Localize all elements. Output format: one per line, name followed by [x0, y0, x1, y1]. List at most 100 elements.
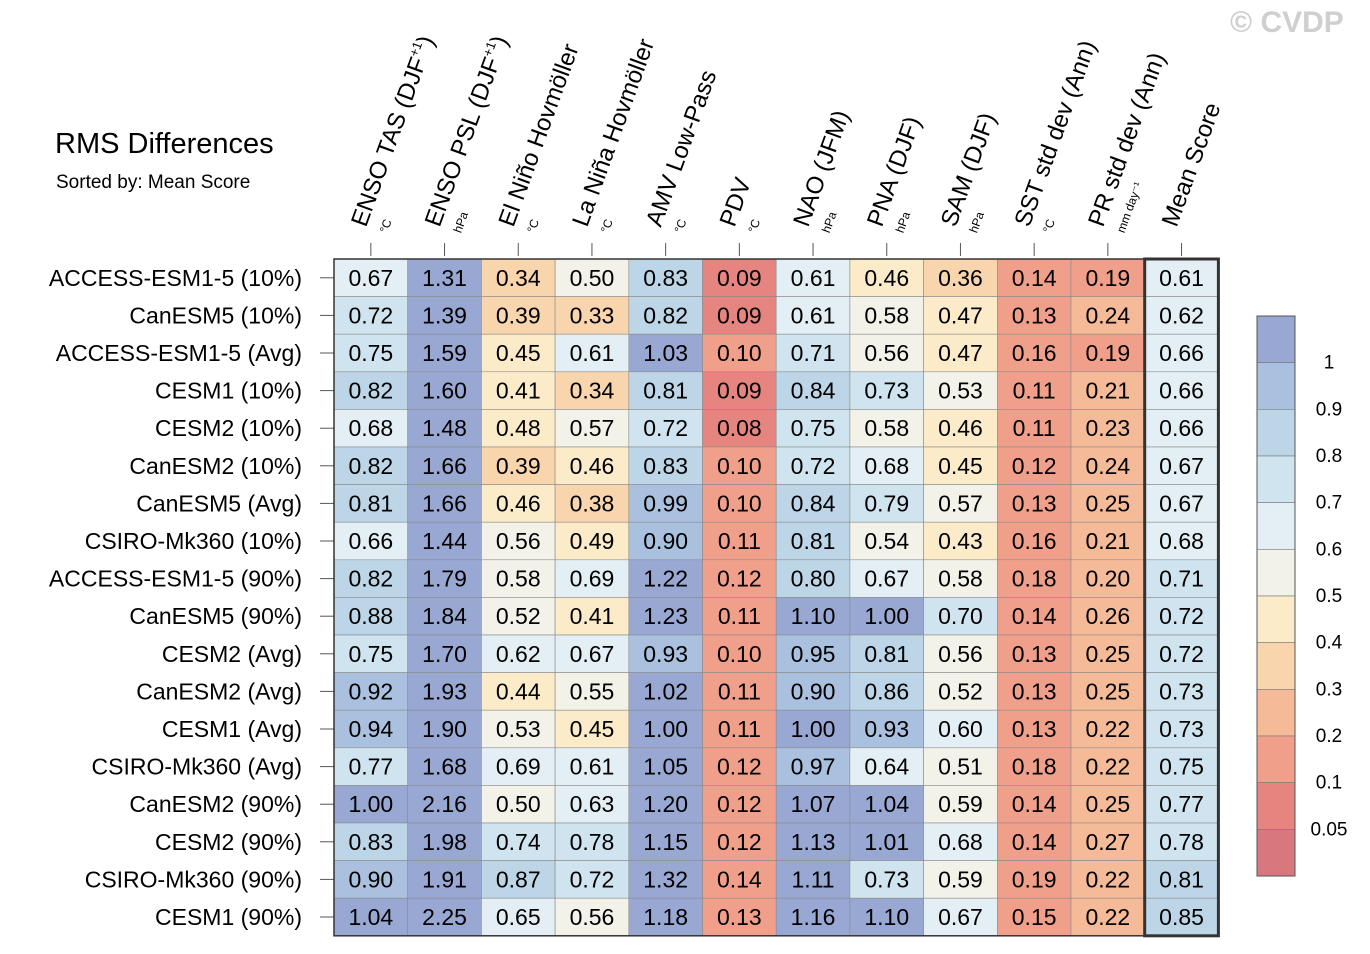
row-label: CESM2 (Avg) — [162, 641, 302, 667]
heatmap-cell — [996, 709, 1072, 749]
cell-value: 0.90 — [348, 866, 393, 892]
heatmap-cell — [481, 597, 556, 636]
cell-value: 0.52 — [938, 678, 983, 704]
heatmap-cell — [702, 258, 777, 297]
heatmap-cell — [1144, 296, 1219, 335]
cell-value: 0.73 — [1159, 678, 1204, 704]
cell-value: 1.70 — [422, 641, 467, 667]
row-labels: ACCESS-ESM1-5 (10%) CanESM5 (10%) ACCESS-E… — [49, 265, 334, 930]
column-label: PNA (DJF) — [862, 113, 927, 230]
colorbar-swatch — [1256, 829, 1296, 877]
cell-value: 0.72 — [1159, 641, 1204, 667]
cell-value: 2.25 — [422, 904, 467, 930]
cell-value: 1.66 — [422, 490, 467, 516]
cell-value: 0.14 — [717, 866, 762, 892]
row-label: CESM2 (90%) — [155, 829, 302, 855]
heatmap-cell — [628, 521, 703, 561]
cell-value: 0.70 — [938, 603, 983, 629]
cell-value: 0.92 — [348, 678, 393, 704]
heatmap-cell — [554, 672, 630, 711]
heatmap-cell — [333, 484, 408, 523]
heatmap-cell — [775, 634, 851, 673]
heatmap-cell — [554, 409, 630, 448]
row-label: CESM1 (Avg) — [162, 716, 302, 742]
heatmap-cell — [702, 371, 777, 410]
cell-value: 0.41 — [496, 378, 541, 404]
cell-value: 0.61 — [570, 754, 615, 780]
heatmap-cell — [702, 559, 777, 598]
heatmap-cell — [481, 785, 556, 824]
heatmap-cell — [481, 409, 556, 448]
heatmap-cell — [628, 747, 703, 786]
row-label: ACCESS-ESM1-5 (10%) — [49, 265, 302, 291]
cell-value: 0.81 — [348, 490, 393, 516]
cell-value: 0.71 — [791, 340, 836, 366]
cell-value: 0.72 — [643, 415, 688, 441]
heatmap-cell — [923, 521, 998, 561]
heatmap-cell — [849, 333, 924, 373]
cell-value: 0.75 — [1159, 754, 1204, 780]
colorbar-swatch — [1256, 782, 1296, 830]
cell-value: 0.72 — [1159, 603, 1204, 629]
cell-value: 0.58 — [938, 566, 983, 592]
heatmap-cell — [333, 709, 408, 749]
cell-value: 0.68 — [1159, 528, 1204, 554]
heatmap-cell — [333, 258, 408, 297]
cell-value: 1.15 — [643, 829, 688, 855]
cell-value: 0.59 — [938, 791, 983, 817]
heatmap-cell — [407, 709, 482, 749]
cell-value: 0.81 — [791, 528, 836, 554]
heatmap-cell — [1144, 521, 1219, 561]
cell-value: 0.93 — [864, 716, 909, 742]
heatmap-cell — [849, 296, 924, 335]
cell-value: 0.81 — [1159, 866, 1204, 892]
heatmap-cell — [996, 634, 1072, 673]
heatmap-cell — [481, 371, 556, 410]
cell-value: 1.00 — [643, 716, 688, 742]
heatmap-cell — [1070, 371, 1145, 410]
heatmap-cell — [775, 822, 851, 861]
cell-value: 0.56 — [496, 528, 541, 554]
cell-value: 1.91 — [422, 866, 467, 892]
heatmap-cell — [1070, 258, 1145, 297]
heatmap-cell — [702, 634, 777, 673]
column-label: NAO (JFM) — [788, 107, 855, 230]
cell-value: 0.16 — [1012, 340, 1057, 366]
cell-value: 0.83 — [643, 265, 688, 291]
cell-value: 1.20 — [643, 791, 688, 817]
cell-value: 0.14 — [1012, 603, 1057, 629]
cell-value: 0.62 — [496, 641, 541, 667]
heatmap-cell — [1070, 709, 1145, 749]
heatmap-cell — [849, 672, 924, 711]
colorbar-tick-label: 0.5 — [1316, 586, 1342, 607]
row-label: ACCESS-ESM1-5 (Avg) — [56, 340, 302, 366]
heatmap-cell — [996, 860, 1072, 899]
heatmap-cell — [923, 296, 998, 335]
cell-value: 0.15 — [1012, 904, 1057, 930]
heatmap-cell — [702, 860, 777, 899]
heatmap-cell — [996, 672, 1072, 711]
cell-value: 0.22 — [1085, 716, 1130, 742]
heatmap-cell — [333, 597, 408, 636]
cell-value: 0.72 — [570, 866, 615, 892]
heatmap-cell — [333, 521, 408, 561]
cell-value: 0.09 — [717, 302, 762, 328]
heatmap-cell — [849, 258, 924, 297]
column-header: PDV°C — [715, 174, 764, 234]
heatmap-cell — [1070, 897, 1145, 937]
cell-value: 1.98 — [422, 829, 467, 855]
cell-value: 0.86 — [864, 678, 909, 704]
row-label: CSIRO-Mk360 (10%) — [85, 528, 302, 554]
heatmap-cell — [1070, 747, 1145, 786]
heatmap-cell — [333, 559, 408, 598]
cell-value: 0.72 — [348, 302, 393, 328]
cell-value: 0.67 — [348, 265, 393, 291]
heatmap-cell — [775, 709, 851, 749]
heatmap-cell — [923, 747, 998, 786]
heatmap-cell — [628, 333, 703, 373]
cell-value: 1.07 — [791, 791, 836, 817]
heatmap-cell — [407, 634, 482, 673]
heatmap-cell — [333, 672, 408, 711]
heatmap-cell — [1070, 484, 1145, 523]
heatmap-cell — [775, 597, 851, 636]
